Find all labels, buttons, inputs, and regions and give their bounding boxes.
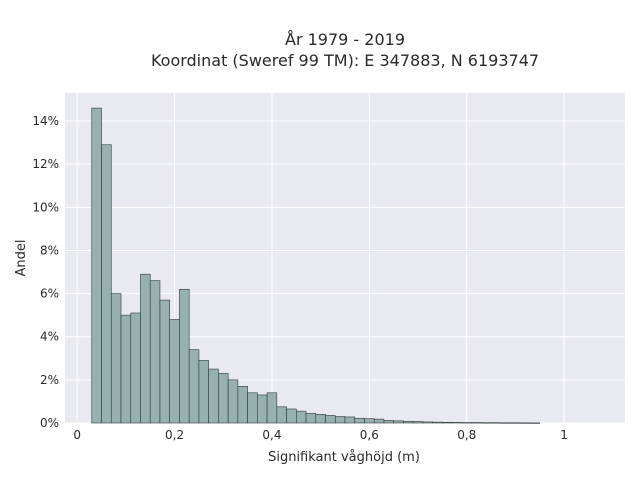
y-tick-label: 4% xyxy=(40,330,59,344)
y-axis-ticks: 0% 2% 4% 6% 8% 10% 12% 14% xyxy=(32,114,59,430)
y-tick-label: 6% xyxy=(40,287,59,301)
y-tick-label: 0% xyxy=(40,416,59,430)
x-tick-label: 0,2 xyxy=(165,428,184,442)
chart-title-line-1: År 1979 - 2019 xyxy=(285,30,405,49)
y-tick-label: 12% xyxy=(32,157,59,171)
histogram-bar xyxy=(490,422,502,424)
y-tick-label: 14% xyxy=(32,114,59,128)
histogram-bar xyxy=(451,422,463,424)
histogram-bar xyxy=(188,349,200,424)
histogram-bar xyxy=(110,293,122,424)
histogram-bar xyxy=(266,392,278,424)
histogram-bar xyxy=(276,406,287,424)
histogram-bars xyxy=(91,107,541,424)
histogram-bar xyxy=(481,422,492,424)
x-tick-label: 0,4 xyxy=(262,428,281,442)
histogram-bar xyxy=(393,420,404,424)
histogram-bar xyxy=(305,412,317,424)
histogram-bar xyxy=(383,420,394,424)
histogram-bar xyxy=(140,273,151,424)
histogram-bar xyxy=(412,421,424,424)
histogram-bar xyxy=(296,410,307,424)
histogram-bar xyxy=(334,416,346,424)
x-tick-label: 1 xyxy=(560,428,568,442)
histogram-bar xyxy=(403,420,414,424)
histogram-bar xyxy=(461,422,472,424)
y-tick-label: 10% xyxy=(32,200,59,214)
histogram-bar xyxy=(364,418,375,424)
histogram-bar xyxy=(325,415,336,424)
histogram-bar xyxy=(344,416,356,424)
histogram-bar xyxy=(520,422,531,424)
histogram-bar xyxy=(422,421,433,424)
histogram-bar xyxy=(500,422,511,424)
x-axis-ticks: 0 0,2 0,4 0,6 0,8 1 xyxy=(73,428,568,442)
y-axis-label: Andel xyxy=(14,240,29,277)
histogram-bar xyxy=(179,288,190,424)
x-tick-label: 0,6 xyxy=(360,428,379,442)
histogram-bar xyxy=(169,319,180,424)
y-tick-label: 8% xyxy=(40,243,59,257)
histogram-bar xyxy=(529,422,541,424)
histogram-bar xyxy=(101,144,112,424)
histogram-bar xyxy=(159,299,170,424)
histogram-bar xyxy=(432,421,443,424)
histogram-bar xyxy=(354,417,365,424)
x-tick-label: 0,8 xyxy=(457,428,476,442)
x-tick-label: 0 xyxy=(73,428,81,442)
histogram-bar xyxy=(315,414,326,424)
histogram-bar xyxy=(218,373,229,424)
y-tick-label: 2% xyxy=(40,373,59,387)
histogram-bar xyxy=(208,368,219,424)
histogram-bar xyxy=(130,312,141,424)
histogram-bar xyxy=(149,280,161,424)
histogram-bar xyxy=(286,408,297,424)
histogram-bar xyxy=(373,418,385,424)
chart-title-line-2: Koordinat (Sweref 99 TM): E 347883, N 61… xyxy=(151,51,539,70)
histogram-bar xyxy=(227,379,239,424)
histogram-bar xyxy=(471,422,482,424)
histogram-bar xyxy=(510,422,521,424)
histogram-bar xyxy=(257,394,268,424)
histogram-bar xyxy=(247,392,258,424)
histogram-bar xyxy=(91,107,102,424)
histogram-bar xyxy=(442,422,453,424)
x-axis-label: Signifikant våghöjd (m) xyxy=(268,450,420,465)
histogram-bar xyxy=(237,386,248,424)
histogram-bar xyxy=(198,360,209,424)
histogram-bar xyxy=(120,314,132,424)
